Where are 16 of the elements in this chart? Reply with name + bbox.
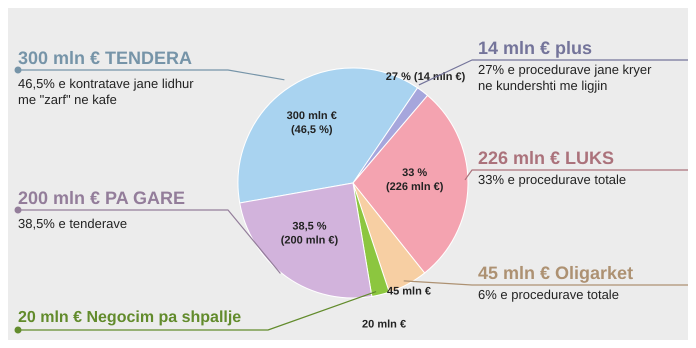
text: 33% e procedurave totale	[478, 172, 628, 188]
slice-label: 45 mln € Oligarket	[478, 263, 634, 283]
data-label: 20 mln €	[362, 318, 406, 331]
data-label: 300 mln € (46,5 %)	[286, 110, 337, 136]
data-label: 45 mln €	[386, 286, 431, 298]
data-label: 38,5 % (200 mln €)	[280, 220, 339, 246]
slice-label: 300 mln € TENDERA	[18, 48, 192, 68]
text: 38,5% e tenderave	[18, 216, 128, 232]
slice-label: 200 mln € PA GARE	[18, 188, 186, 208]
slice-label: 226 mln € LUKS	[478, 148, 614, 168]
slice-label: 14 mln € plus	[478, 38, 592, 58]
text: 46,5% e kontratave jane lidhur me "zarf" ne kafe	[18, 76, 195, 108]
text: 27% e procedurave jane kryer ne kundershti me ligjin	[478, 62, 652, 94]
slice-label: 20 mln € Negocim pa shpallje	[18, 308, 242, 328]
data-label: 33 % (226 mln €)	[386, 167, 444, 194]
text: 6% e procedurave totale	[478, 287, 620, 303]
